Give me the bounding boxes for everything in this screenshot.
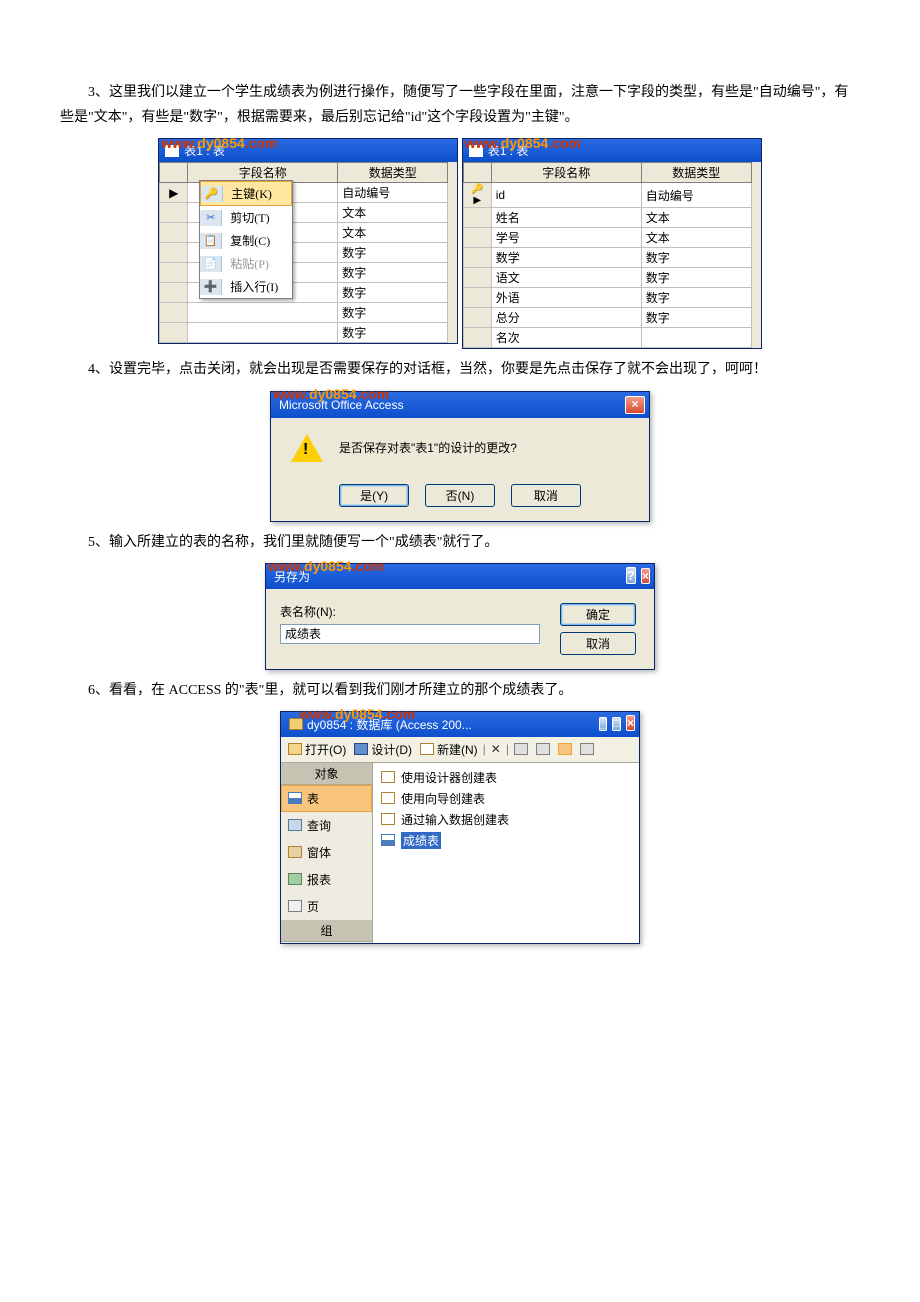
design-window-1: www.dy0854.com 表1 : 表 字段名称 数据类型 ▶自动编号 文本… — [158, 138, 458, 344]
database-window: www.dy0854.com dy0854 : 数据库 (Access 200.… — [280, 711, 640, 944]
sidebar-table[interactable]: 表 — [281, 785, 372, 812]
list-item[interactable]: 通过输入数据创建表 — [379, 809, 633, 830]
ok-button[interactable]: 确定 — [560, 603, 636, 626]
dialog-message: 是否保存对表"表1"的设计的更改? — [339, 439, 517, 456]
design-icon — [354, 743, 368, 755]
list-item[interactable]: 使用设计器创建表 — [379, 767, 633, 788]
watermark: www.dy0854.com — [299, 706, 415, 722]
sidebar-query[interactable]: 查询 — [281, 812, 372, 839]
design-button[interactable]: 设计(D) — [351, 740, 415, 759]
titlebar-2: www.dy0854.com 表1 : 表 — [463, 139, 761, 162]
menu-primary-key[interactable]: 🔑 主键(K) — [200, 181, 292, 206]
dialog-titlebar: www.dy0854.com Microsoft Office Access × — [271, 392, 649, 418]
form-icon — [288, 846, 302, 858]
save-as-dialog: www.dy0854.com 另存为 ? × 表名称(N): 确定 取消 — [265, 563, 655, 670]
context-menu[interactable]: 🔑 主键(K) ✂ 剪切(T) 📋 复制(C) 📄 粘贴(P) — [199, 180, 293, 299]
close-button[interactable]: × — [626, 715, 635, 731]
menu-paste[interactable]: 📄 粘贴(P) — [200, 252, 292, 275]
open-button[interactable]: 打开(O) — [285, 740, 349, 759]
page-icon — [288, 900, 302, 912]
paste-icon: 📄 — [200, 256, 222, 272]
cancel-button[interactable]: 取消 — [511, 484, 581, 507]
table-name-input[interactable] — [280, 624, 540, 644]
help-button[interactable]: ? — [626, 567, 636, 584]
watermark: www.dy0854.com — [273, 386, 389, 402]
minimize-button[interactable]: _ — [599, 717, 607, 731]
sidebar-page[interactable]: 页 — [281, 893, 372, 920]
table-icon — [381, 834, 395, 846]
key-icon: 🔑 — [201, 186, 223, 202]
view-list-icon[interactable] — [555, 742, 575, 756]
sidebar-report[interactable]: 报表 — [281, 866, 372, 893]
input-label: 表名称(N): — [280, 603, 540, 620]
menu-copy[interactable]: 📋 复制(C) — [200, 229, 292, 252]
dialog-titlebar: www.dy0854.com 另存为 ? × — [266, 564, 654, 589]
db-object-list: 使用设计器创建表 使用向导创建表 通过输入数据创建表 成绩表 — [373, 763, 639, 943]
report-icon — [288, 873, 302, 885]
db-titlebar: www.dy0854.com dy0854 : 数据库 (Access 200.… — [281, 712, 639, 737]
delete-button[interactable]: ✕ — [488, 741, 504, 757]
list-item[interactable]: 使用向导创建表 — [379, 788, 633, 809]
design-window-2: www.dy0854.com 表1 : 表 字段名称 数据类型 🔑▶id自动编号… — [462, 138, 762, 349]
paragraph-4: 4、设置完毕，点击关闭，就会出现是否需要保存的对话框，当然，你要是先点击保存了就… — [60, 357, 860, 382]
watermark: www.dy0854.com — [268, 558, 384, 574]
warning-icon — [291, 434, 323, 462]
cut-icon: ✂ — [200, 210, 222, 226]
maximize-button[interactable]: □ — [612, 717, 621, 731]
wizard-icon — [381, 771, 395, 783]
close-button[interactable]: × — [625, 396, 645, 414]
save-confirm-dialog: www.dy0854.com Microsoft Office Access ×… — [270, 391, 650, 522]
paragraph-6: 6、看看，在 ACCESS 的"表"里，就可以看到我们刚才所建立的那个成绩表了。 — [60, 678, 860, 703]
field-table-2: 字段名称 数据类型 🔑▶id自动编号 姓名文本 学号文本 数学数字 语文数字 外… — [463, 162, 752, 348]
group-objects: 对象 — [281, 763, 372, 785]
open-icon — [288, 743, 302, 755]
sidebar-form[interactable]: 窗体 — [281, 839, 372, 866]
paragraph-5: 5、输入所建立的表的名称，我们里就随便写一个"成绩表"就行了。 — [60, 530, 860, 555]
view-detail-icon[interactable] — [577, 742, 597, 756]
copy-icon: 📋 — [200, 233, 222, 249]
table-icon — [288, 792, 302, 804]
cancel-button[interactable]: 取消 — [560, 632, 636, 655]
view-small-icon[interactable] — [533, 742, 553, 756]
insert-row-icon: ➕ — [200, 279, 222, 295]
close-button[interactable]: × — [641, 568, 650, 584]
paragraph-3: 3、这里我们以建立一个学生成绩表为例进行操作，随便写了一些字段在里面，注意一下字… — [60, 80, 860, 130]
no-button[interactable]: 否(N) — [425, 484, 495, 507]
new-icon — [420, 743, 434, 755]
yes-button[interactable]: 是(Y) — [339, 484, 409, 507]
db-toolbar: 打开(O) 设计(D) 新建(N) | ✕ | — [281, 737, 639, 763]
header-datatype: 数据类型 — [641, 163, 751, 183]
titlebar-1: www.dy0854.com 表1 : 表 — [159, 139, 457, 162]
wizard-icon — [381, 813, 395, 825]
header-fieldname: 字段名称 — [491, 163, 641, 183]
header-datatype: 数据类型 — [338, 163, 448, 183]
watermark: www.dy0854.com — [161, 135, 277, 151]
view-large-icon[interactable] — [511, 742, 531, 756]
group-group: 组 — [281, 920, 372, 942]
menu-insert-row[interactable]: ➕ 插入行(I) — [200, 275, 292, 298]
db-sidebar: 对象 表 查询 窗体 报表 页 组 — [281, 763, 373, 943]
wizard-icon — [381, 792, 395, 804]
menu-cut[interactable]: ✂ 剪切(T) — [200, 206, 292, 229]
new-button[interactable]: 新建(N) — [417, 740, 481, 759]
watermark: www.dy0854.com — [465, 135, 581, 151]
query-icon — [288, 819, 302, 831]
list-item-selected[interactable]: 成绩表 — [379, 830, 633, 851]
